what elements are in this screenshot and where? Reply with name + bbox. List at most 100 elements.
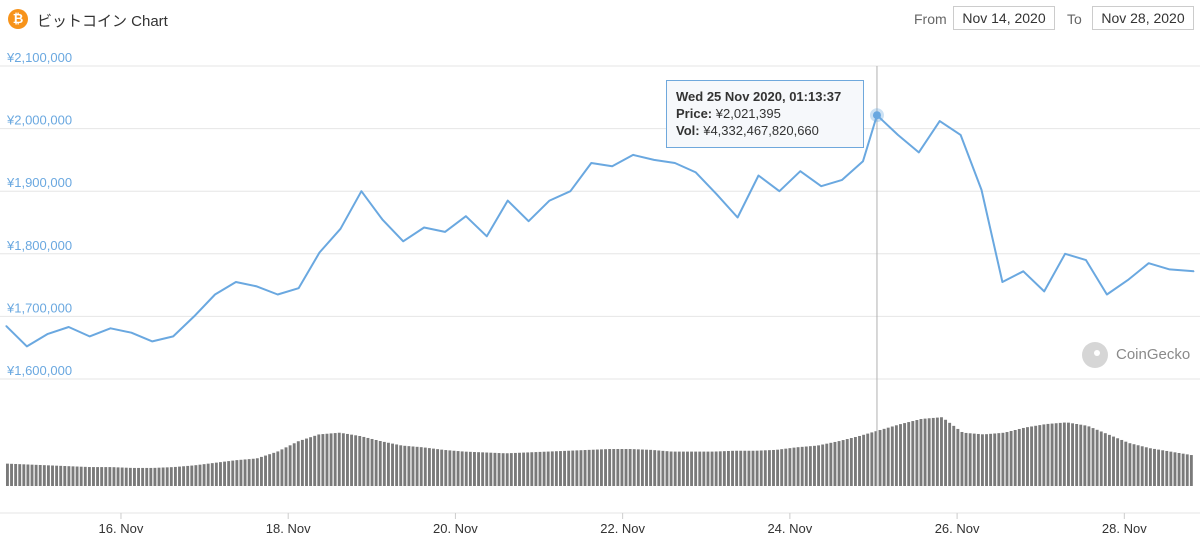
- volume-bar: [726, 450, 730, 486]
- volume-bar: [1054, 423, 1058, 486]
- volume-bar: [444, 450, 448, 486]
- volume-bar: [333, 433, 337, 486]
- price-point: [1022, 270, 1024, 272]
- volume-bar: [964, 432, 968, 486]
- volume-bar: [886, 427, 890, 486]
- volume-bar: [935, 417, 939, 486]
- volume-bar: [194, 465, 198, 486]
- y-tick-label: ¥2,100,000: [6, 50, 72, 65]
- volume-bar: [653, 450, 657, 486]
- price-point: [402, 240, 404, 242]
- volume-bar: [554, 451, 558, 486]
- price-point: [277, 293, 279, 295]
- volume-bar: [329, 433, 333, 486]
- volume-bar: [96, 467, 100, 486]
- volume-bar: [731, 450, 734, 486]
- volume-bar: [636, 449, 640, 486]
- volume-bar: [468, 451, 472, 486]
- price-point: [569, 190, 571, 192]
- price-point: [1169, 268, 1171, 270]
- volume-bar: [1079, 424, 1083, 486]
- volume-bar: [67, 466, 71, 486]
- volume-bar: [10, 463, 13, 486]
- price-point: [1148, 262, 1150, 264]
- volume-bar: [145, 467, 149, 486]
- volume-bar: [632, 449, 636, 486]
- volume-bar: [477, 452, 480, 486]
- volume-bar: [313, 435, 317, 486]
- volume-bar: [903, 423, 907, 486]
- price-points: [5, 114, 1195, 347]
- price-chart[interactable]: ¥2,100,000 ¥2,000,000 ¥1,900,000 ¥1,800,000…: [0, 40, 1200, 541]
- volume-bar: [1050, 423, 1054, 486]
- price-point: [590, 162, 592, 164]
- volume-bar: [538, 451, 542, 486]
- volume-bar: [288, 445, 292, 486]
- volume-bar: [509, 453, 513, 486]
- volume-bar: [640, 449, 644, 486]
- volume-bar: [1087, 426, 1091, 486]
- price-point: [1064, 253, 1066, 255]
- price-line[interactable]: [5, 114, 1195, 348]
- from-date-input[interactable]: [953, 6, 1055, 30]
- price-tooltip: Wed 25 Nov 2020, 01:13:37 Price: ¥2,021,…: [666, 80, 864, 148]
- volume-bar: [980, 434, 984, 486]
- volume-bar: [42, 465, 46, 486]
- volume-bar: [370, 438, 374, 486]
- volume-bar: [694, 451, 698, 486]
- price-point: [47, 333, 49, 335]
- volume-bar: [128, 467, 132, 486]
- volume-bar: [1157, 449, 1161, 486]
- price-point: [465, 215, 467, 217]
- volume-bar: [1132, 444, 1136, 486]
- volume-bar: [485, 452, 489, 486]
- volume-bar: [79, 466, 83, 486]
- price-point: [632, 154, 634, 156]
- volume-bar: [227, 461, 231, 486]
- volume-bar: [284, 447, 288, 486]
- volume-bar: [743, 450, 747, 486]
- to-label: To: [1067, 11, 1082, 27]
- volume-bar: [34, 464, 38, 486]
- grid-lines: [0, 65, 1200, 514]
- volume-bar: [132, 467, 136, 486]
- volume-bar: [223, 461, 227, 486]
- volume-bar: [534, 452, 538, 486]
- volume-bar: [690, 451, 694, 486]
- price-point: [360, 190, 362, 192]
- x-tick-label: 24. Nov: [767, 521, 812, 536]
- volume-bar: [755, 450, 759, 486]
- y-tick-label: ¥1,600,000: [6, 363, 72, 378]
- volume-bar: [845, 439, 849, 486]
- volume-bar: [1173, 452, 1177, 486]
- tooltip-vol-row: Vol: ¥4,332,467,820,660: [676, 122, 854, 139]
- price-point: [256, 285, 258, 287]
- volume-bar: [993, 433, 997, 486]
- volume-bar: [1165, 450, 1169, 486]
- volume-bar: [362, 436, 366, 486]
- price-point: [548, 200, 550, 202]
- volume-bar: [18, 464, 22, 486]
- volume-bar: [702, 451, 706, 486]
- volume-bar: [841, 440, 845, 486]
- volume-bar: [583, 450, 587, 486]
- volume-bar: [276, 451, 280, 486]
- price-point: [528, 220, 530, 222]
- volume-bar: [813, 445, 816, 486]
- volume-bar: [862, 434, 866, 486]
- volume-bar: [38, 464, 42, 486]
- volume-bar: [714, 451, 718, 486]
- price-point: [193, 315, 195, 317]
- volume-bar: [1042, 424, 1046, 486]
- volume-bar: [612, 449, 616, 486]
- volume-bar: [1144, 447, 1148, 486]
- volume-bar: [681, 451, 685, 486]
- price-point: [444, 231, 446, 233]
- volume-bar: [796, 447, 800, 486]
- volume-bar: [1030, 426, 1034, 486]
- to-date-input[interactable]: [1092, 6, 1194, 30]
- price-point: [653, 159, 655, 161]
- volume-bar: [870, 432, 874, 486]
- volume-bar: [255, 458, 259, 486]
- volume-bar: [1067, 422, 1070, 486]
